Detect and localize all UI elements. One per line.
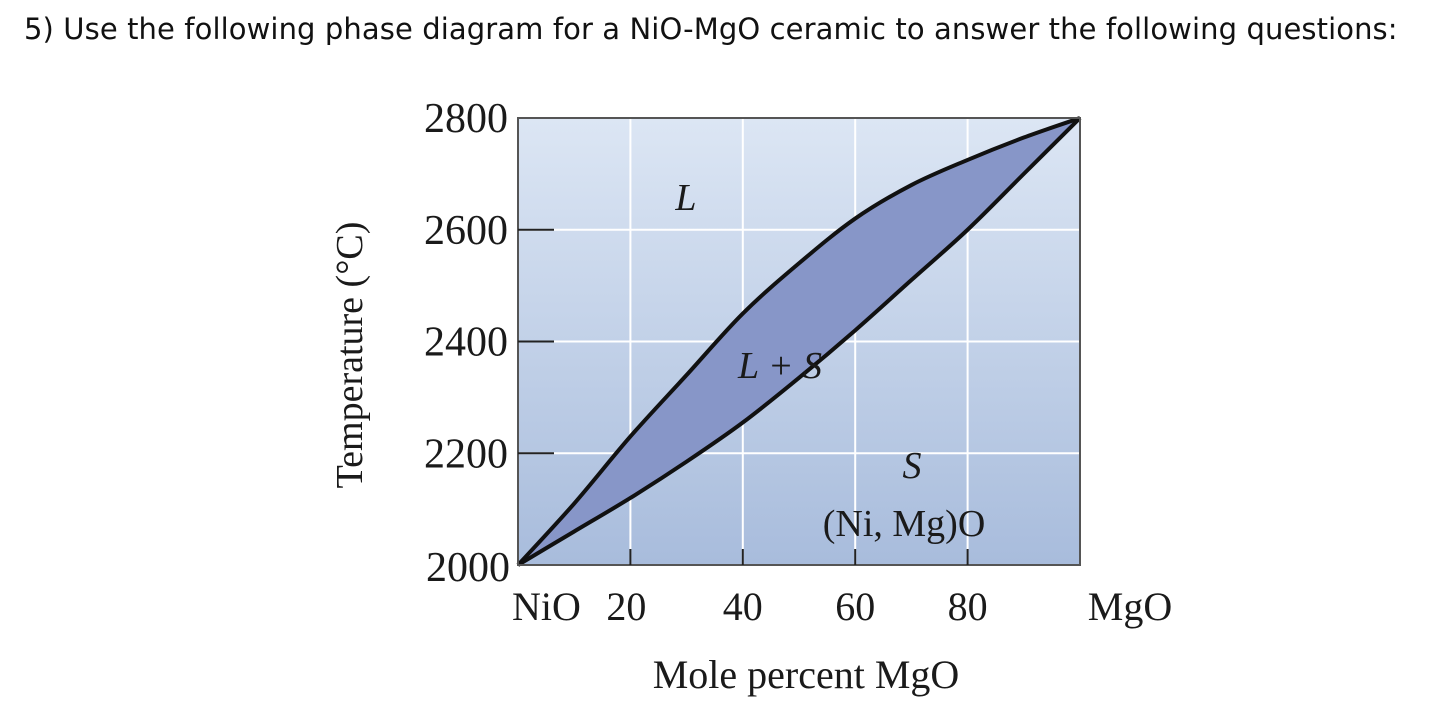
y-tick-label-2800: 2800 [424, 96, 508, 142]
x-tick-label-40: 40 [723, 584, 763, 629]
x-tick-label-0: NiO [512, 584, 581, 629]
x-tick-label-20: 20 [606, 584, 646, 629]
region-label-solid-formula: (Ni, Mg)O [823, 503, 986, 545]
region-label-liquid: L [674, 177, 696, 219]
y-axis-title: Temperature (°C) [329, 222, 371, 489]
liquidus-curve [516, 116, 1081, 567]
x-axis-title: Mole percent MgO [653, 652, 960, 697]
x-tick-label-100: MgO [1088, 584, 1172, 629]
two-phase-region [518, 118, 1080, 565]
y-tick-label-2600: 2600 [424, 208, 508, 254]
x-tick-label-80: 80 [948, 584, 988, 629]
y-tick-label-2200: 2200 [424, 431, 508, 477]
y-tick-label-2400: 2400 [424, 320, 508, 366]
solidus-curve [516, 116, 1082, 567]
y-tick-label-2000: 2000 [426, 545, 510, 591]
x-tick-label-60: 60 [835, 584, 875, 629]
region-label-solid: S [903, 445, 922, 487]
region-label-two-phase: L + S [737, 345, 822, 387]
question-text: 5) Use the following phase diagram for a… [24, 12, 1398, 46]
